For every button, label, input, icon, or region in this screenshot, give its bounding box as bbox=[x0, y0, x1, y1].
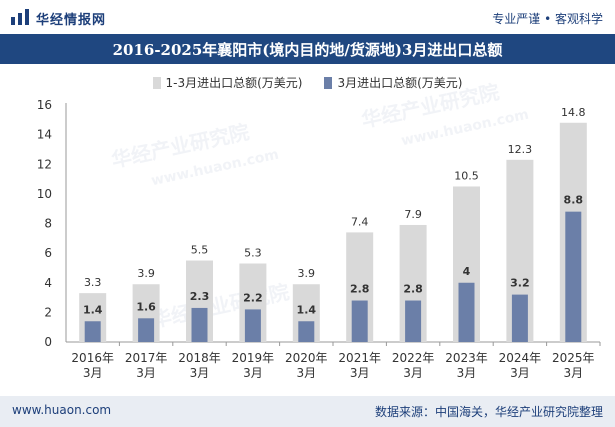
x-tick-label: 3月 bbox=[136, 366, 156, 380]
data-label-march: 3.2 bbox=[510, 277, 530, 290]
legend-label-march: 3月进出口总额(万美元) bbox=[337, 76, 463, 90]
data-label-march: 1.4 bbox=[297, 303, 317, 316]
bar-march bbox=[458, 282, 475, 342]
legend-swatch-march bbox=[324, 76, 333, 89]
y-tick-label: 14 bbox=[37, 128, 52, 142]
x-tick-label: 2020年 bbox=[285, 351, 328, 365]
y-tick-label: 8 bbox=[44, 217, 52, 231]
title-bar: 2016-2025年襄阳市(境内目的地/货源地)3月进出口总额 bbox=[0, 34, 615, 64]
brand-name: 华经情报网 bbox=[36, 13, 107, 28]
x-tick-label: 3月 bbox=[190, 366, 210, 380]
data-label-ytd: 5.3 bbox=[244, 246, 262, 259]
x-tick-label: 3月 bbox=[510, 366, 530, 380]
y-tick-label: 2 bbox=[44, 305, 52, 319]
bar-march bbox=[351, 300, 368, 342]
legend-label-ytd: 1-3月进出口总额(万美元) bbox=[165, 76, 303, 90]
x-tick-label: 2021年 bbox=[338, 351, 381, 365]
data-label-march: 8.8 bbox=[564, 194, 584, 207]
data-label-ytd: 14.8 bbox=[561, 106, 586, 119]
x-tick-label: 2023年 bbox=[445, 351, 488, 365]
legend-item-march: 3月进出口总额(万美元) bbox=[324, 74, 462, 91]
x-tick-label: 2018年 bbox=[178, 351, 221, 365]
data-label-ytd: 12.3 bbox=[508, 143, 533, 156]
data-label-march: 1.6 bbox=[136, 300, 156, 313]
data-label-march: 2.8 bbox=[403, 283, 423, 296]
bar-march bbox=[84, 321, 101, 342]
bar-march bbox=[511, 294, 528, 342]
bar-march bbox=[405, 300, 422, 342]
x-tick-label: 3月 bbox=[457, 366, 477, 380]
x-tick-label: 3月 bbox=[563, 366, 583, 380]
y-tick-label: 6 bbox=[44, 246, 52, 260]
bar-march bbox=[191, 307, 208, 342]
data-label-march: 2.2 bbox=[243, 291, 263, 304]
x-tick-label: 2024年 bbox=[499, 351, 542, 365]
y-tick-label: 10 bbox=[37, 187, 52, 201]
x-tick-label: 3月 bbox=[83, 366, 103, 380]
x-tick-label: 2025年 bbox=[552, 351, 595, 365]
top-bar: 华经情报网 专业严谨 • 客观科学 bbox=[0, 0, 615, 34]
y-tick-label: 4 bbox=[44, 276, 52, 290]
legend-swatch-ytd bbox=[152, 76, 161, 89]
x-tick-label: 3月 bbox=[296, 366, 316, 380]
slogan: 专业严谨 • 客观科学 bbox=[492, 12, 603, 26]
bar-march bbox=[244, 309, 261, 342]
y-tick-label: 12 bbox=[37, 157, 52, 171]
footer-source: 数据来源：中国海关，华经产业研究院整理 bbox=[374, 405, 603, 419]
bar-march bbox=[565, 211, 582, 342]
x-tick-label: 2022年 bbox=[392, 351, 435, 365]
legend-item-ytd: 1-3月进出口总额(万美元) bbox=[152, 74, 303, 91]
bar-march bbox=[298, 321, 315, 342]
x-tick-label: 3月 bbox=[403, 366, 423, 380]
data-label-ytd: 3.3 bbox=[84, 276, 102, 289]
chart-title: 2016-2025年襄阳市(境内目的地/货源地)3月进出口总额 bbox=[112, 40, 503, 59]
brand-logo-icon bbox=[11, 9, 29, 25]
x-tick-label: 2019年 bbox=[232, 351, 275, 365]
y-tick-label: 16 bbox=[37, 98, 52, 112]
data-label-march: 1.4 bbox=[83, 303, 103, 316]
footer-website: www.huaon.com bbox=[12, 403, 112, 417]
data-label-ytd: 10.5 bbox=[454, 169, 479, 182]
data-label-march: 2.3 bbox=[190, 290, 210, 303]
footer: www.huaon.com 数据来源：中国海关，华经产业研究院整理 bbox=[0, 396, 615, 427]
x-tick-label: 2016年 bbox=[71, 351, 114, 365]
data-label-ytd: 7.9 bbox=[404, 208, 422, 221]
y-tick-label: 0 bbox=[44, 335, 52, 349]
data-label-ytd: 3.9 bbox=[137, 267, 155, 280]
data-label-ytd: 3.9 bbox=[298, 267, 316, 280]
data-label-ytd: 7.4 bbox=[351, 215, 369, 228]
data-label-march: 4 bbox=[463, 265, 471, 278]
chart-legend: 1-3月进出口总额(万美元) 3月进出口总额(万美元) bbox=[0, 74, 615, 91]
bar-march bbox=[138, 318, 155, 342]
data-label-ytd: 5.5 bbox=[191, 244, 209, 257]
x-tick-label: 2017年 bbox=[125, 351, 168, 365]
x-tick-label: 3月 bbox=[350, 366, 370, 380]
data-label-march: 2.8 bbox=[350, 283, 370, 296]
x-tick-label: 3月 bbox=[243, 366, 263, 380]
